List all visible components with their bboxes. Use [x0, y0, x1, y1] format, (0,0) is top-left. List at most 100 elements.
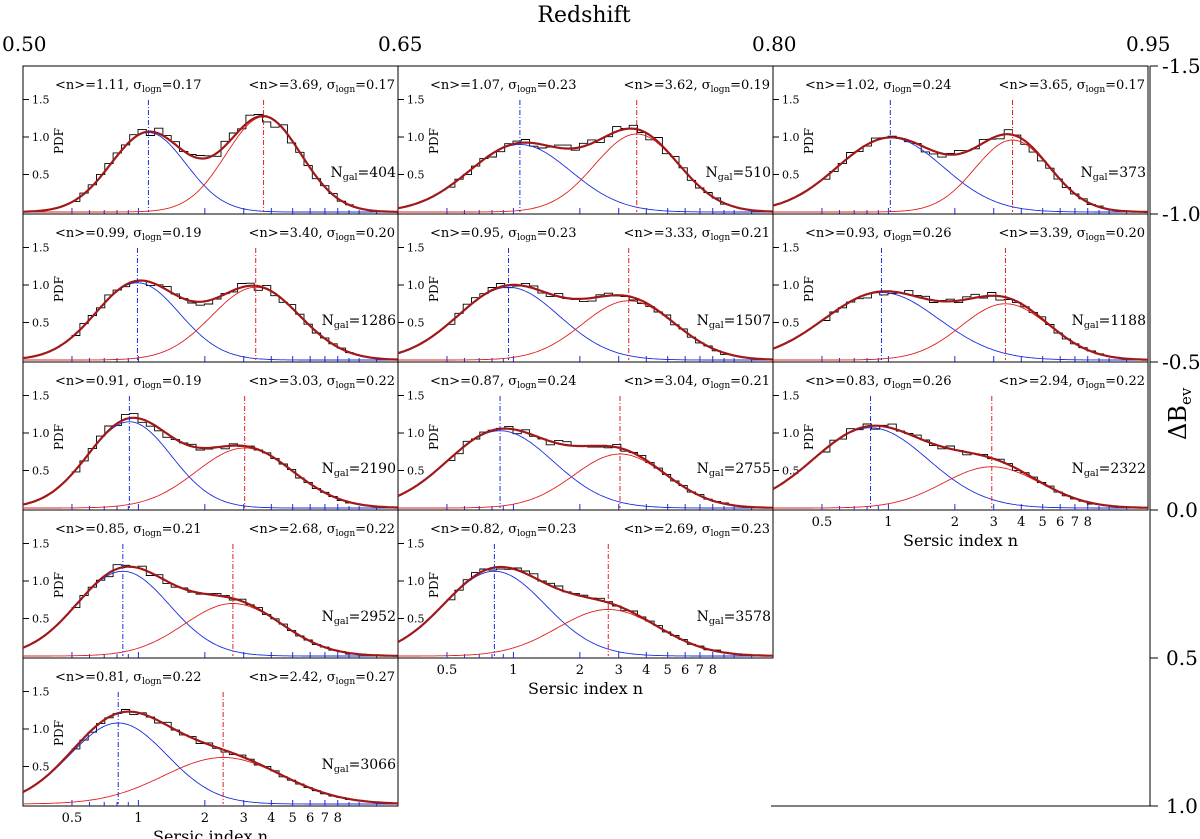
bulge-stats-label: <n>=2.68, σlogn=0.22 — [249, 522, 395, 539]
y-tick-label: 1.5 — [407, 94, 425, 107]
x-tick-label: 6 — [681, 663, 689, 678]
y-tick-label: 1.0 — [407, 131, 425, 144]
top-tick-label: 0.65 — [378, 32, 423, 56]
panel-grid: 0.5 1.0 1.5 PDF <n>=1.11, σlogn=0.17 <n>=3.69… — [22, 65, 1149, 839]
total-fit-curve — [22, 710, 399, 805]
histogram — [446, 567, 729, 653]
total-fit-curve — [397, 427, 774, 509]
right-axis-label: ΔBev — [1164, 387, 1195, 440]
panel-2-0: 0.5 1.0 1.5 PDF <n>=0.91, σlogn=0.19 <n>=3.03… — [22, 361, 399, 511]
x-tick-label: 8 — [334, 811, 342, 826]
y-tick-label: 1.5 — [32, 538, 50, 551]
x-tick-label: 5 — [289, 811, 297, 826]
y-tick-label: 1.0 — [32, 575, 50, 588]
y-tick-label: 0.5 — [782, 465, 800, 478]
x-tick-label: 2 — [201, 811, 209, 826]
x-axis-label: Sersic index n — [528, 679, 643, 698]
panel-0-1: 0.5 1.0 1.5 PDF <n>=1.07, σlogn=0.23 <n>=3.62… — [397, 65, 774, 215]
total-fit-curve — [772, 290, 1148, 361]
x-tick-label: 8 — [709, 663, 717, 678]
disk-stats-label: <n>=1.07, σlogn=0.23 — [430, 78, 576, 95]
y-tick-label: 1.5 — [32, 390, 50, 403]
total-fit-curve — [397, 565, 774, 657]
y-axis-label: PDF — [52, 424, 66, 450]
right-tick-label: -1.0 — [1162, 202, 1200, 226]
top-tick-label: 0.50 — [2, 32, 47, 56]
bulge-stats-label: <n>=3.04, σlogn=0.21 — [624, 374, 770, 391]
y-tick-label: 0.5 — [32, 317, 50, 330]
total-fit-curve — [22, 279, 399, 361]
y-tick-label: 1.0 — [32, 279, 50, 292]
y-tick-label: 0.5 — [782, 317, 800, 330]
panel-3-1: 0.5 1.0 1.5 PDF <n>=0.82, σlogn=0.23 <n>=2.69… — [397, 509, 774, 698]
disk-stats-label: <n>=0.95, σlogn=0.23 — [430, 226, 576, 243]
ngal-label: Ngal=1188 — [1072, 313, 1146, 331]
ngal-label: Ngal=2952 — [322, 609, 396, 627]
bulge-stats-label: <n>=2.69, σlogn=0.23 — [624, 522, 770, 539]
disk-stats-label: <n>=0.91, σlogn=0.19 — [55, 374, 201, 391]
top-tick-label: 0.80 — [752, 32, 797, 56]
right-tick-label: -1.5 — [1162, 54, 1200, 78]
x-tick-label: 6 — [1056, 515, 1064, 530]
x-tick-label: 3 — [615, 663, 623, 678]
panel-4-0: 0.5 1.0 1.5 PDF <n>=0.81, σlogn=0.22 <n>=2.42… — [22, 657, 399, 839]
y-tick-label: 1.5 — [782, 94, 800, 107]
y-tick-label: 0.5 — [32, 761, 50, 774]
y-tick-label: 0.5 — [782, 169, 800, 182]
right-tick-label: -0.5 — [1162, 350, 1200, 374]
ngal-label: Ngal=3066 — [322, 757, 397, 775]
x-tick-label: 0.5 — [812, 515, 833, 530]
bulge-stats-label: <n>=2.42, σlogn=0.27 — [249, 670, 395, 687]
panel-1-1: 0.5 1.0 1.5 PDF <n>=0.95, σlogn=0.23 <n>=3.33… — [397, 213, 774, 363]
bulge-stats-label: <n>=3.62, σlogn=0.19 — [624, 78, 770, 95]
top-tick-label: 0.95 — [1126, 32, 1171, 56]
y-tick-label: 1.5 — [782, 242, 800, 255]
y-tick-label: 0.5 — [407, 613, 425, 626]
bulge-stats-label: <n>=3.39, σlogn=0.20 — [999, 226, 1145, 243]
x-tick-label: 6 — [306, 811, 314, 826]
total-fit-curve — [397, 283, 773, 361]
y-axis-label: PDF — [427, 424, 441, 450]
disk-stats-label: <n>=1.11, σlogn=0.17 — [55, 78, 201, 95]
ngal-label: Ngal=510 — [705, 165, 771, 183]
bulge-stats-label: <n>=3.03, σlogn=0.22 — [249, 374, 395, 391]
x-tick-label: 1 — [134, 811, 142, 826]
histogram — [446, 124, 729, 205]
y-tick-label: 0.5 — [407, 169, 425, 182]
right-tick-label: 0.5 — [1166, 646, 1198, 670]
y-tick-label: 1.0 — [782, 131, 800, 144]
total-fit-curve — [772, 133, 1148, 213]
ngal-label: Ngal=2190 — [322, 461, 396, 479]
panel-1-0: 0.5 1.0 1.5 PDF <n>=0.99, σlogn=0.19 <n>=3.40… — [22, 213, 399, 363]
histogram — [71, 564, 354, 655]
x-tick-label: 4 — [267, 811, 275, 826]
panel-0-0: 0.5 1.0 1.5 PDF <n>=1.11, σlogn=0.17 <n>=3.69… — [22, 65, 399, 215]
histogram — [821, 129, 1104, 207]
panel-2-2: 0.5 1.0 1.5 PDF <n>=0.83, σlogn=0.26 <n>=2.94… — [772, 361, 1149, 550]
y-tick-label: 0.5 — [32, 613, 50, 626]
ngal-label: Ngal=3578 — [697, 609, 771, 627]
y-tick-label: 1.5 — [32, 686, 50, 699]
y-tick-label: 1.0 — [407, 575, 425, 588]
x-axis-label: Sersic index n — [903, 531, 1018, 550]
ngal-label: Ngal=2322 — [1072, 461, 1146, 479]
x-tick-label: 0.5 — [62, 811, 83, 826]
x-tick-label: 2 — [951, 515, 959, 530]
x-tick-label: 8 — [1084, 515, 1092, 530]
panel-0-2: 0.5 1.0 1.5 PDF <n>=1.02, σlogn=0.24 <n>=3.65… — [772, 65, 1149, 215]
y-tick-label: 0.5 — [32, 465, 50, 478]
x-axis-label: Sersic index n — [153, 827, 268, 839]
total-fit-curve — [22, 565, 398, 657]
bulge-stats-label: <n>=3.69, σlogn=0.17 — [249, 78, 395, 95]
right-tick-label: 0.0 — [1166, 498, 1198, 522]
panel-frame — [22, 657, 399, 807]
y-tick-label: 1.0 — [782, 427, 800, 440]
disk-stats-label: <n>=0.82, σlogn=0.23 — [430, 522, 576, 539]
histogram — [446, 282, 729, 355]
panel-frame — [397, 509, 774, 659]
bulge-stats-label: <n>=3.33, σlogn=0.21 — [624, 226, 770, 243]
disk-stats-label: <n>=0.85, σlogn=0.21 — [55, 522, 201, 539]
y-axis-label: PDF — [802, 424, 816, 450]
x-tick-label: 1 — [509, 663, 517, 678]
y-axis-label: PDF — [52, 128, 66, 154]
